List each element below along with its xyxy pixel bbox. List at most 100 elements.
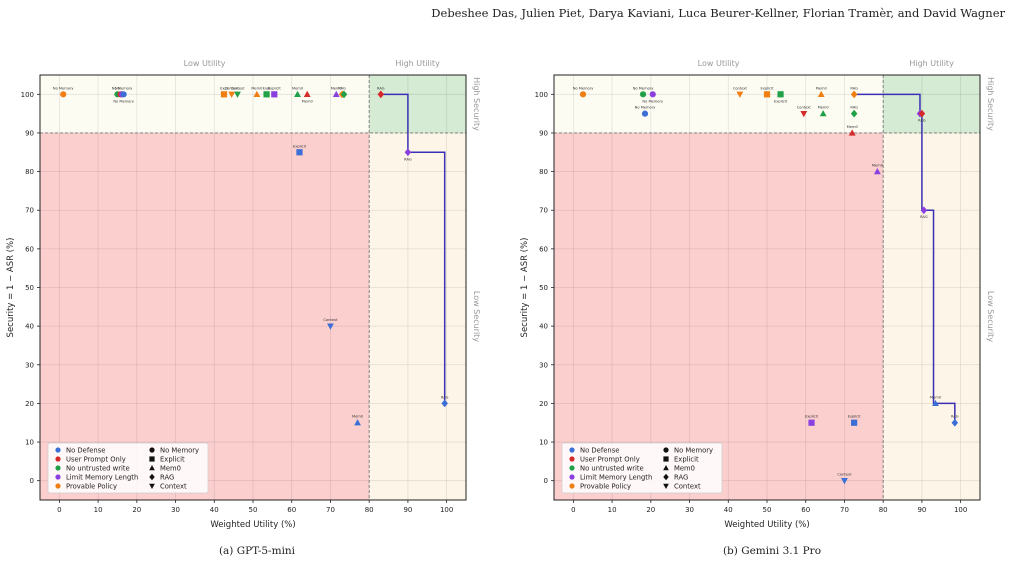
data-label: Mem0 <box>331 86 343 90</box>
legend-label-context: Context <box>674 483 701 491</box>
data-label: RAG <box>850 86 858 90</box>
data-label: Expl <box>220 86 228 90</box>
caption-gpt-5-mini: (a) GPT-5-mini <box>218 545 296 557</box>
x-axis-label: Weighted Utility (%) <box>724 520 809 530</box>
data-label: Context <box>225 86 240 90</box>
data-point-provable-policy-no-memory <box>579 91 587 98</box>
y-axis-label: Security = 1 − ASR (%) <box>520 238 530 338</box>
y-tick-label: 100 <box>535 91 548 99</box>
region-low-utility-high-security <box>40 75 370 133</box>
legend-swatch-limit-memory-length <box>55 474 61 480</box>
data-label: No Memory <box>113 99 135 103</box>
x-tick-label: 20 <box>646 506 655 514</box>
data-point-no-defense-rag <box>441 399 448 408</box>
legend-label-user-prompt-only: User Prompt Only <box>66 456 126 464</box>
legend-label-user-prompt-only: User Prompt Only <box>580 456 640 464</box>
legend-label-mem0: Mem0 <box>674 465 695 473</box>
legend-label-provable-policy: Provable Policy <box>580 483 631 491</box>
legend-label-rag: RAG <box>674 474 688 482</box>
author-header: Debeshee Das, Julien Piet, Darya Kaviani… <box>431 6 1005 20</box>
data-label: Mem0 <box>292 86 304 90</box>
legend-label-no-untrusted-write: No untrusted write <box>580 465 644 473</box>
y-tick-label: 50 <box>539 284 548 292</box>
y-tick-label: 0 <box>30 477 34 485</box>
data-point-no-defense-no-memory <box>641 110 649 117</box>
legend-marker-explicit <box>663 456 669 462</box>
legend-swatch-provable-policy <box>55 483 61 489</box>
data-label: Explicit <box>293 144 307 148</box>
data-label: Context <box>837 473 852 477</box>
legend-swatch-user-prompt-only <box>569 456 575 462</box>
data-label: Context <box>323 318 338 322</box>
y-tick-label: 30 <box>539 361 548 369</box>
data-point-no-untrusted-write-rag <box>340 90 348 99</box>
y-tick-label: 100 <box>21 91 34 99</box>
chart-gemini-3-1-pro: 0 10 20 30 40 50 60 70 80 90 100 0 10 20 30 40 50 60 70 80 9… <box>520 59 995 530</box>
data-point-limit-memory-length-rag <box>920 206 928 215</box>
data-label: RAG <box>951 415 959 419</box>
data-point-no-defense-context <box>327 323 334 330</box>
region-high-utility-high-security <box>883 75 980 133</box>
data-label: Mem0 <box>872 164 884 168</box>
data-point-no-untrusted-write-no-memory <box>639 91 647 98</box>
data-point-no-untrusted-write-mem0 <box>294 90 301 97</box>
x-tick-label: 10 <box>94 506 103 514</box>
legend-swatch-no-defense <box>569 447 575 453</box>
data-point-limit-memory-length-explicit <box>808 419 815 426</box>
data-point-limit-memory-length-rag <box>404 148 412 157</box>
data-point-no-untrusted-write-mem0 <box>819 110 827 117</box>
legend-label-no-defense: No Defense <box>580 447 619 455</box>
y-tick-label: 10 <box>539 439 548 447</box>
data-label: Explicit <box>848 415 862 419</box>
y-tick-label: 60 <box>25 245 34 253</box>
data-point-no-defense-mem0 <box>354 419 361 426</box>
legend-marker-mem0 <box>663 465 669 471</box>
region-label-low-security: Low Security <box>986 291 995 342</box>
x-tick-label: 0 <box>571 506 575 514</box>
data-label: Mem0 <box>818 106 830 110</box>
region-low-utility-low-security <box>554 132 884 501</box>
legend-label-rag: RAG <box>160 474 174 482</box>
data-label: Mem0 <box>251 86 263 90</box>
y-tick-label: 90 <box>539 129 548 137</box>
chart-gpt-5-mini: 0 10 20 30 40 50 60 70 80 90 100 0 10 20 30 40 50 60 70 80 9… <box>6 59 481 530</box>
x-tick-label: 0 <box>57 506 61 514</box>
legend-label-mem0: Mem0 <box>160 465 181 473</box>
y-tick-label: 50 <box>25 284 34 292</box>
data-point-limit-memory-length-mem0 <box>332 90 340 97</box>
data-label: Explicit <box>774 99 788 103</box>
legend-label-context: Context <box>160 483 187 491</box>
x-axis-label: Weighted Utility (%) <box>210 520 295 530</box>
data-label: Explicit <box>268 86 282 90</box>
data-point-limit-memory-length-no-memory <box>649 91 656 98</box>
data-label: No Memory <box>112 86 134 90</box>
x-tick-label: 90 <box>403 506 412 514</box>
legend-box <box>47 442 209 494</box>
x-tick-label: 50 <box>249 506 258 514</box>
data-point-limit-memory-length-mem0 <box>873 168 881 175</box>
data-point-no-defense-no-memory <box>120 91 127 98</box>
y-tick-label: 60 <box>539 245 548 253</box>
legend-marker-no-memory <box>149 447 155 453</box>
legend-label-no-defense: No Defense <box>66 447 105 455</box>
region-high-utility-low-security <box>369 132 466 501</box>
x-tick-label: 10 <box>608 506 617 514</box>
data-point-provable-policy-context <box>228 91 236 98</box>
data-label: No <box>115 86 120 90</box>
x-tick-label: 70 <box>840 506 849 514</box>
data-point-user-prompt-only-rag <box>377 90 385 99</box>
legend-swatch-limit-memory-length <box>569 474 575 480</box>
legend-label-no-memory: No Memory <box>674 447 713 455</box>
x-tick-label: 100 <box>954 506 967 514</box>
x-tick-label: 40 <box>210 506 219 514</box>
region-low-utility-high-security <box>554 75 884 133</box>
y-tick-label: 40 <box>539 323 548 331</box>
x-tick-label: 80 <box>365 506 374 514</box>
data-point-provable-policy-rag <box>850 90 858 99</box>
legend-label-no-untrusted-write: No untrusted write <box>66 465 130 473</box>
y-tick-label: 80 <box>539 168 548 176</box>
legend-marker-rag <box>149 473 155 481</box>
data-point-no-defense-context <box>841 478 848 485</box>
legend-marker-explicit <box>149 456 155 462</box>
data-label: No Memory <box>53 86 75 90</box>
